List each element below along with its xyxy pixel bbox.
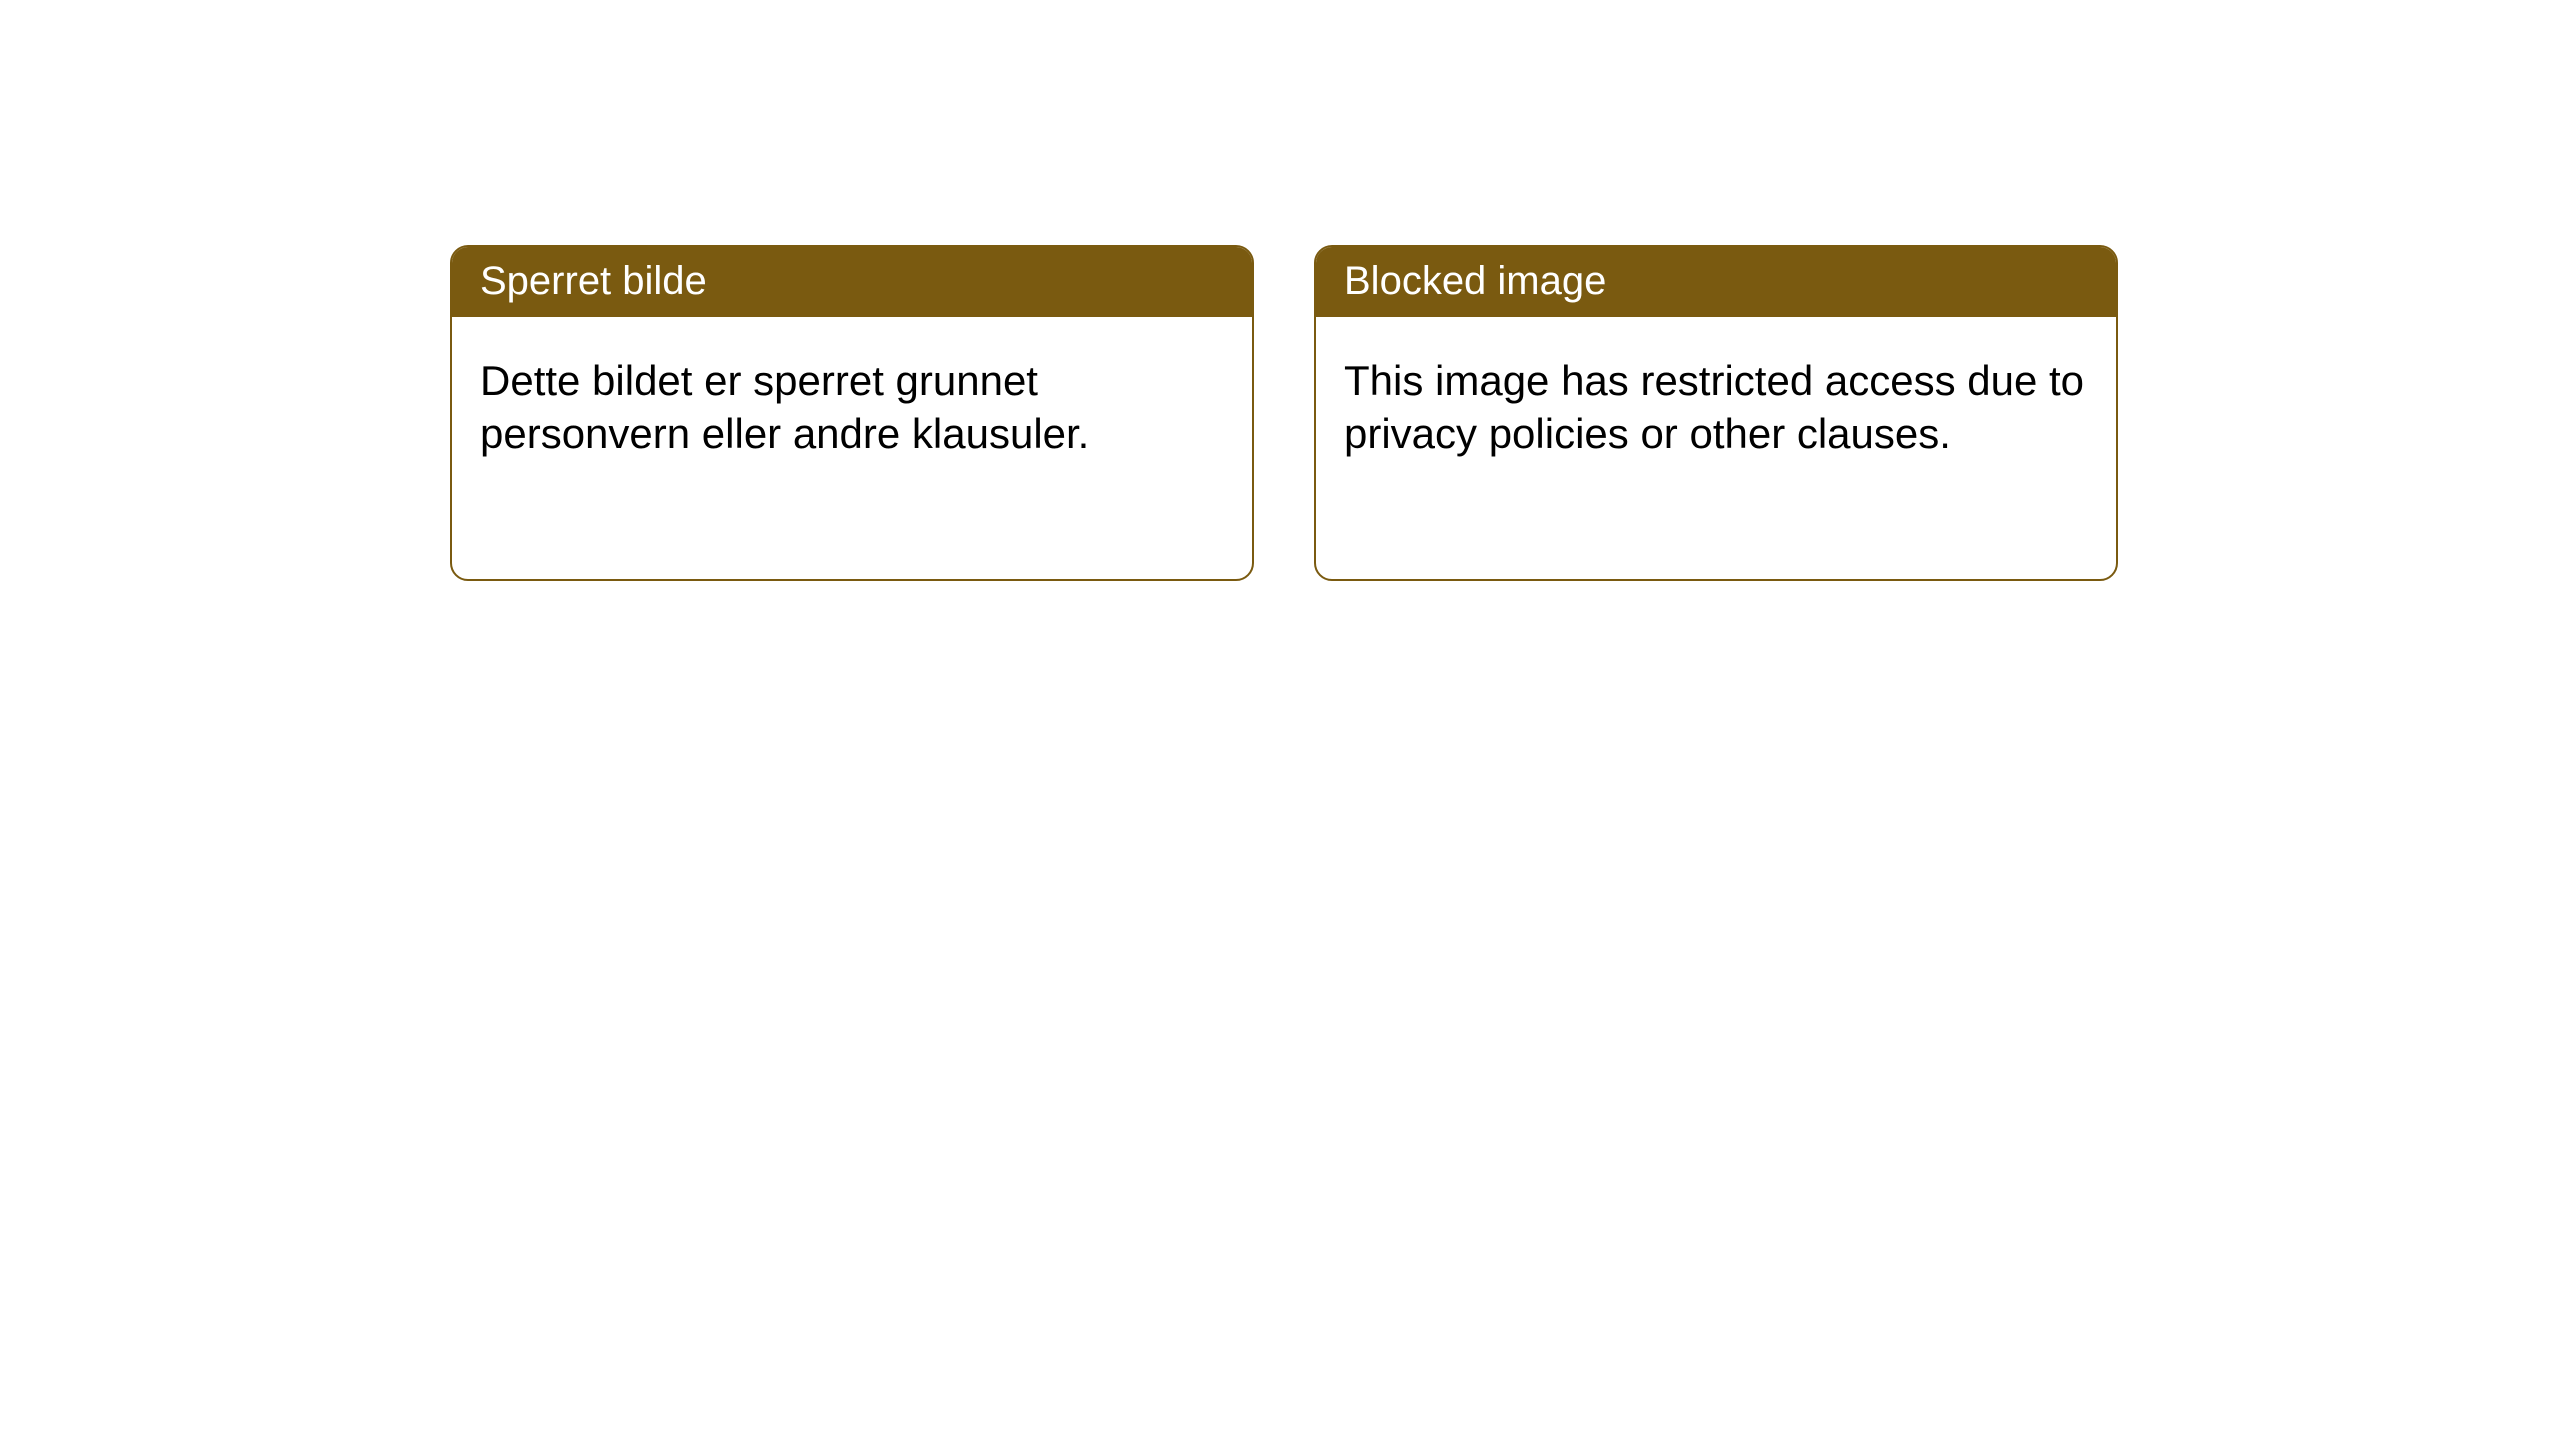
notice-body: This image has restricted access due to … — [1316, 317, 2116, 488]
notice-card-english: Blocked image This image has restricted … — [1314, 245, 2118, 581]
notice-header: Sperret bilde — [452, 247, 1252, 317]
notice-header: Blocked image — [1316, 247, 2116, 317]
notice-card-norwegian: Sperret bilde Dette bildet er sperret gr… — [450, 245, 1254, 581]
notice-container: Sperret bilde Dette bildet er sperret gr… — [450, 245, 2560, 581]
notice-body: Dette bildet er sperret grunnet personve… — [452, 317, 1252, 488]
